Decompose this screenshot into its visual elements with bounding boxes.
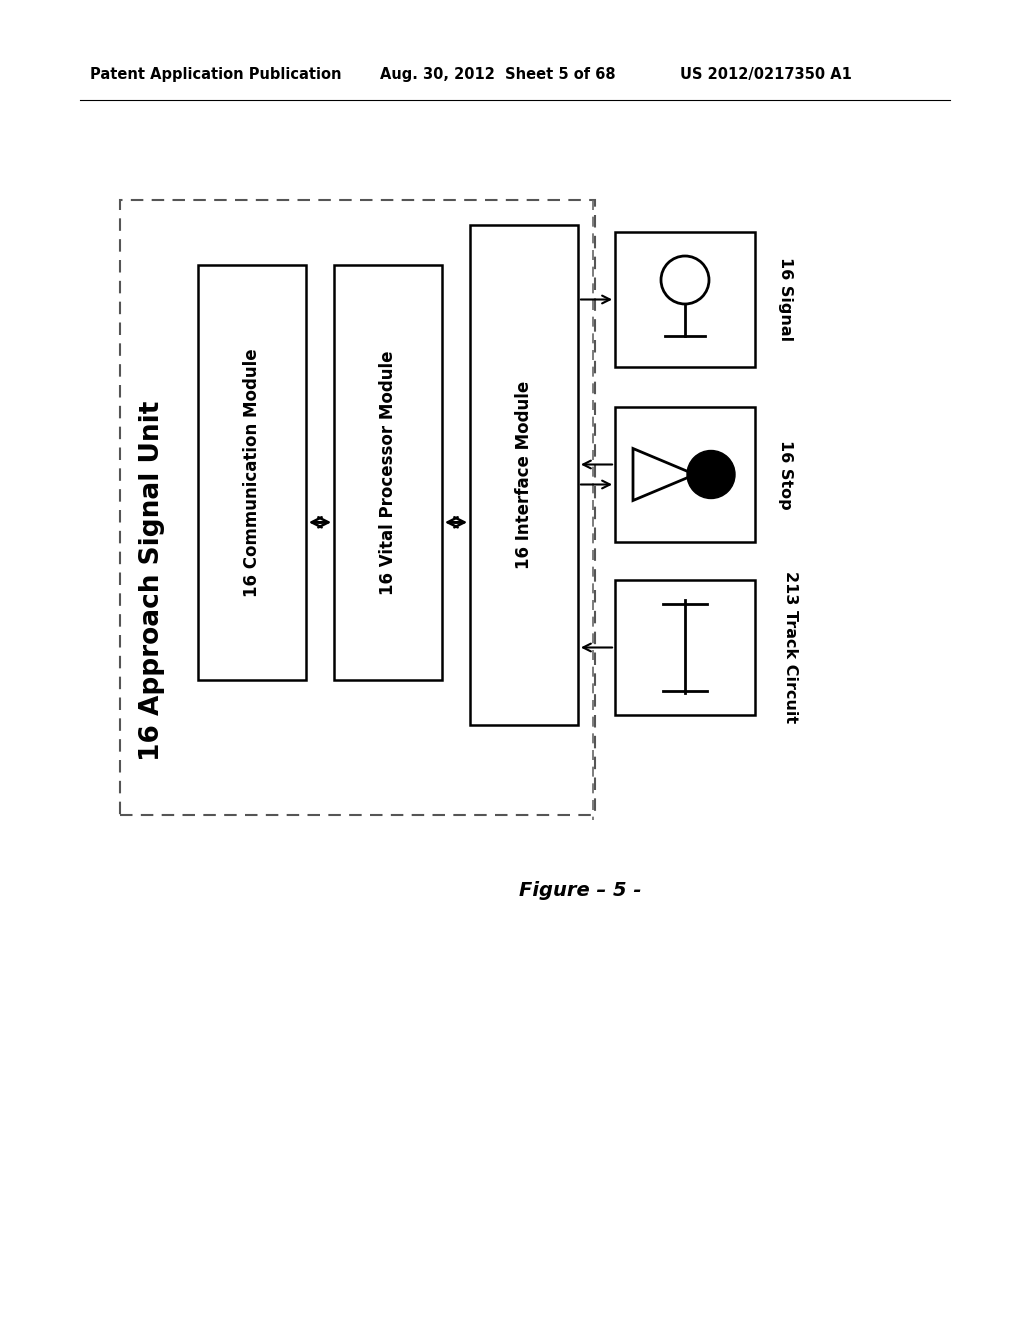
Text: 16 Communication Module: 16 Communication Module — [243, 348, 261, 597]
Text: Patent Application Publication: Patent Application Publication — [90, 67, 341, 82]
Bar — [198, 265, 306, 680]
Bar — [470, 224, 578, 725]
Bar — [615, 407, 755, 543]
Text: 16 Stop: 16 Stop — [777, 440, 793, 510]
Text: US 2012/0217350 A1: US 2012/0217350 A1 — [680, 67, 852, 82]
Text: 16 Vital Processor Module: 16 Vital Processor Module — [379, 350, 397, 595]
Text: 16 Signal: 16 Signal — [777, 257, 793, 342]
Bar — [615, 232, 755, 367]
Circle shape — [687, 450, 735, 499]
Text: 16 Approach Signal Unit: 16 Approach Signal Unit — [139, 401, 165, 762]
Bar — [120, 201, 595, 814]
Text: Aug. 30, 2012  Sheet 5 of 68: Aug. 30, 2012 Sheet 5 of 68 — [380, 67, 615, 82]
Text: 213 Track Circuit: 213 Track Circuit — [782, 572, 798, 723]
Text: Figure – 5 -: Figure – 5 - — [519, 880, 641, 899]
Bar — [615, 579, 755, 715]
Text: 16 Interface Module: 16 Interface Module — [515, 381, 534, 569]
Bar — [334, 265, 442, 680]
